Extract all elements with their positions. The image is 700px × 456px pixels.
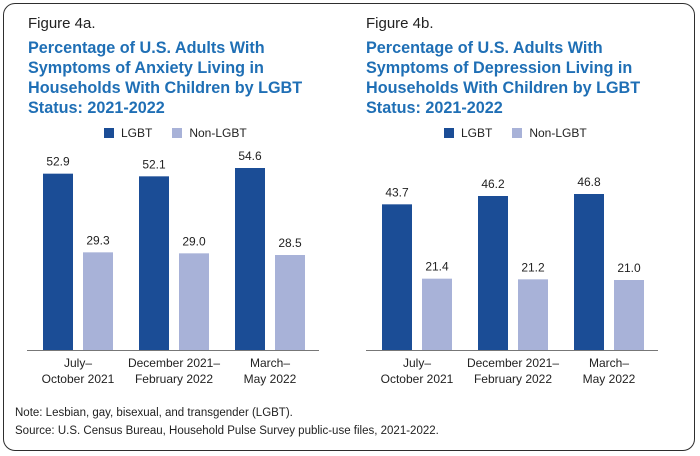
legend-label-non-lgbt: Non-LGBT (529, 126, 587, 140)
data-label-lgbt: 52.1 (142, 157, 166, 171)
source-text: Source: U.S. Census Bureau, Household Pu… (15, 425, 439, 437)
note-text: Note: Lesbian, gay, bisexual, and transg… (15, 407, 293, 419)
depression-bar-chart: 43.7 21.4 July– October 2021 46.2 21.2 Decembe… (366, 175, 658, 386)
figure-notes: Note: Lesbian, gay, bisexual, and transg… (15, 404, 439, 440)
data-label-non-lgbt: 28.5 (278, 236, 302, 250)
figure-4b-title: Percentage of U.S. Adults With Symptoms … (366, 38, 686, 118)
category-label: October 2021 (381, 372, 454, 386)
figure-4b-legend: LGBT Non-LGBT (444, 126, 607, 140)
category-label: October 2021 (42, 372, 115, 386)
figure-4b-title-line: Households With Children by LGBT (366, 79, 641, 97)
category-label: March– (589, 356, 629, 370)
data-label-lgbt: 54.6 (238, 149, 262, 163)
bar-lgbt (478, 196, 508, 350)
data-label-non-lgbt: 29.0 (182, 234, 206, 248)
figure-4a-legend: LGBT Non-LGBT (104, 126, 267, 140)
category-label: May 2022 (244, 372, 297, 386)
figure-4b-title-line: Status: 2021-2022 (366, 99, 503, 117)
figure-4a-title-line: Status: 2021-2022 (28, 99, 165, 117)
figure-4a-title-line: Percentage of U.S. Adults With (28, 39, 265, 57)
data-label-lgbt: 46.8 (577, 175, 601, 189)
bar-lgbt (235, 168, 265, 350)
legend-item-lgbt: LGBT (444, 126, 492, 140)
bar-non-lgbt (614, 280, 644, 350)
bar-lgbt (382, 204, 412, 350)
bar-non-lgbt (83, 252, 113, 350)
category-label: February 2022 (474, 372, 552, 386)
data-label-non-lgbt: 21.4 (425, 260, 449, 274)
legend-label-lgbt: LGBT (121, 126, 153, 140)
legend-label-non-lgbt: Non-LGBT (189, 126, 247, 140)
figure-frame (3, 3, 695, 451)
figure-4a-title-line: Symptoms of Anxiety Living in (28, 59, 264, 77)
data-label-non-lgbt: 21.0 (617, 261, 641, 275)
figure-4b-label: Figure 4b. (366, 15, 434, 32)
category-label: May 2022 (583, 372, 636, 386)
legend-item-non-lgbt: Non-LGBT (172, 126, 247, 140)
figure-4b-title-line: Percentage of U.S. Adults With (366, 39, 603, 57)
data-label-non-lgbt: 21.2 (521, 260, 545, 274)
legend-swatch-lgbt (444, 128, 454, 138)
legend-item-non-lgbt: Non-LGBT (512, 126, 587, 140)
bar-lgbt (139, 176, 169, 350)
figure-4b-title-line: Symptoms of Depression Living in (366, 59, 633, 77)
figure-4a-title: Percentage of U.S. Adults With Symptoms … (28, 38, 348, 118)
data-label-lgbt: 46.2 (481, 177, 505, 191)
figure-4a-label: Figure 4a. (28, 15, 96, 32)
figure-4a-title-line: Households With Children by LGBT (28, 79, 303, 97)
category-label: December 2021– (467, 356, 559, 370)
category-label: December 2021– (128, 356, 220, 370)
bar-lgbt (574, 194, 604, 350)
bar-non-lgbt (179, 253, 209, 350)
bar-lgbt (43, 173, 73, 350)
bar-non-lgbt (275, 255, 305, 350)
data-label-lgbt: 43.7 (385, 185, 409, 199)
legend-swatch-non-lgbt (512, 128, 523, 138)
category-label: March– (250, 356, 290, 370)
category-label: July– (403, 356, 431, 370)
category-label: February 2022 (135, 372, 213, 386)
bar-non-lgbt (422, 278, 452, 350)
legend-label-lgbt: LGBT (461, 126, 493, 140)
data-label-non-lgbt: 29.3 (86, 233, 110, 247)
legend-swatch-lgbt (104, 128, 114, 138)
category-label: July– (64, 356, 92, 370)
legend-item-lgbt: LGBT (104, 126, 152, 140)
bar-non-lgbt (518, 279, 548, 350)
legend-swatch-non-lgbt (172, 128, 183, 138)
anxiety-bar-chart: 52.9 29.3 July– October 2021 52.1 29.0 Decembe… (27, 149, 319, 386)
data-label-lgbt: 52.9 (46, 155, 70, 169)
